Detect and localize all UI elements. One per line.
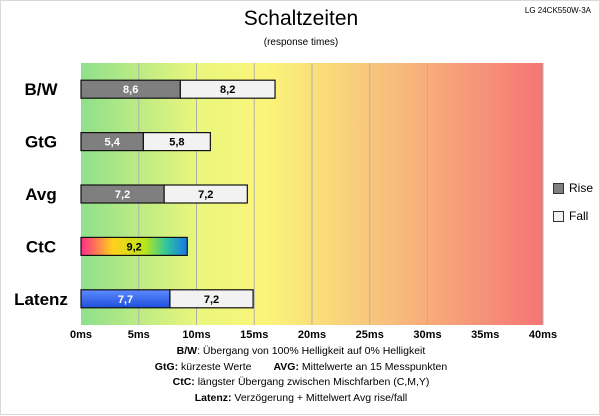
note-ctc: CtC: längster Übergang zwischen Mischfar… — [1, 375, 600, 391]
data-label-gtg-fall: 5,8 — [169, 137, 184, 149]
x-tick-label-0: 0ms — [70, 329, 92, 341]
note-latenz-key: Latenz: — [194, 391, 232, 404]
note-gtg-avg: GtG: kürzeste Werte AVG: Mittelwerte an 1… — [1, 360, 600, 376]
x-tick-label-15: 15ms — [240, 329, 268, 341]
legend: Rise Fall — [553, 181, 593, 237]
x-axis: 0ms 5ms 10ms 15ms 20ms 25ms 30ms 35ms 40ms — [70, 329, 557, 341]
note-gtg-key: GtG: — [154, 360, 179, 373]
x-tick-label-25: 25ms — [356, 329, 384, 341]
note-bw-key: B/W — [176, 345, 198, 357]
category-label-ctc: CtC — [26, 237, 56, 256]
x-tick-label-10: 10ms — [182, 329, 210, 341]
notes: B/W: Übergang von 100% Helligkeit auf 0%… — [1, 344, 600, 406]
legend-item-fall: Fall — [553, 209, 593, 223]
category-label-avg: Avg — [25, 185, 57, 204]
note-avg-key: AVG: — [273, 360, 299, 373]
data-label-gtg-rise: 5,4 — [105, 137, 121, 149]
data-label-latenz-fall: 7,2 — [204, 294, 219, 306]
category-label-bw: B/W — [24, 80, 58, 99]
x-tick-label-35: 35ms — [471, 329, 499, 341]
note-gtg-text: kürzeste Werte — [178, 360, 252, 373]
model-label: LG 24CK550W-3A — [524, 6, 591, 15]
note-avg-text: Mittelwerte an 15 Messpunkten — [298, 360, 448, 373]
data-label-bw-fall: 8,2 — [220, 84, 235, 96]
note-latenz: Latenz: Verzögerung + Mittelwert Avg ris… — [1, 391, 600, 407]
y-axis: B/W GtG Avg CtC Latenz — [14, 80, 68, 309]
x-tick-label-20: 20ms — [298, 329, 326, 341]
category-label-latenz: Latenz — [14, 290, 68, 309]
bar-ctc-rise — [80, 236, 188, 256]
x-tick-label-5: 5ms — [128, 329, 150, 341]
bar-bw-fall — [179, 79, 276, 99]
legend-item-rise: Rise — [553, 181, 593, 195]
note-ctc-text: längster Übergang zwischen Mischfarben (… — [194, 376, 430, 388]
bar-latenz-fall — [169, 289, 254, 309]
note-bw-text: : Übergang von 100% Helligkeit auf 0% He… — [197, 345, 426, 357]
note-ctc-key: CtC: — [172, 376, 195, 388]
x-tick-label-30: 30ms — [413, 329, 441, 341]
bar-avg-fall — [163, 184, 248, 204]
legend-swatch-rise — [553, 182, 564, 194]
data-label-avg-rise: 7,2 — [115, 189, 130, 201]
chart-subtitle: (response times) — [263, 37, 339, 48]
data-label-ctc-rise: 9,2 — [126, 241, 141, 253]
legend-swatch-fall — [553, 210, 564, 222]
note-latenz-text: Verzögerung + Mittelwert Avg rise/fall — [231, 391, 408, 404]
data-label-bw-rise: 8,6 — [123, 84, 138, 96]
legend-label-fall: Fall — [569, 209, 589, 223]
data-label-avg-fall: 7,2 — [198, 189, 213, 201]
bar-gtg-fall — [142, 132, 211, 152]
chart-title: Schaltzeiten — [243, 7, 359, 30]
bars: 8,6 8,2 5,4 5,8 7,2 7,2 9,2 7,7 7,2 — [80, 79, 276, 309]
x-tick-label-40: 40ms — [529, 329, 557, 341]
note-bw: B/W: Übergang von 100% Helligkeit auf 0%… — [1, 344, 600, 360]
data-label-latenz-rise: 7,7 — [118, 294, 133, 306]
category-label-gtg: GtG — [25, 133, 57, 152]
legend-label-rise: Rise — [569, 181, 594, 195]
